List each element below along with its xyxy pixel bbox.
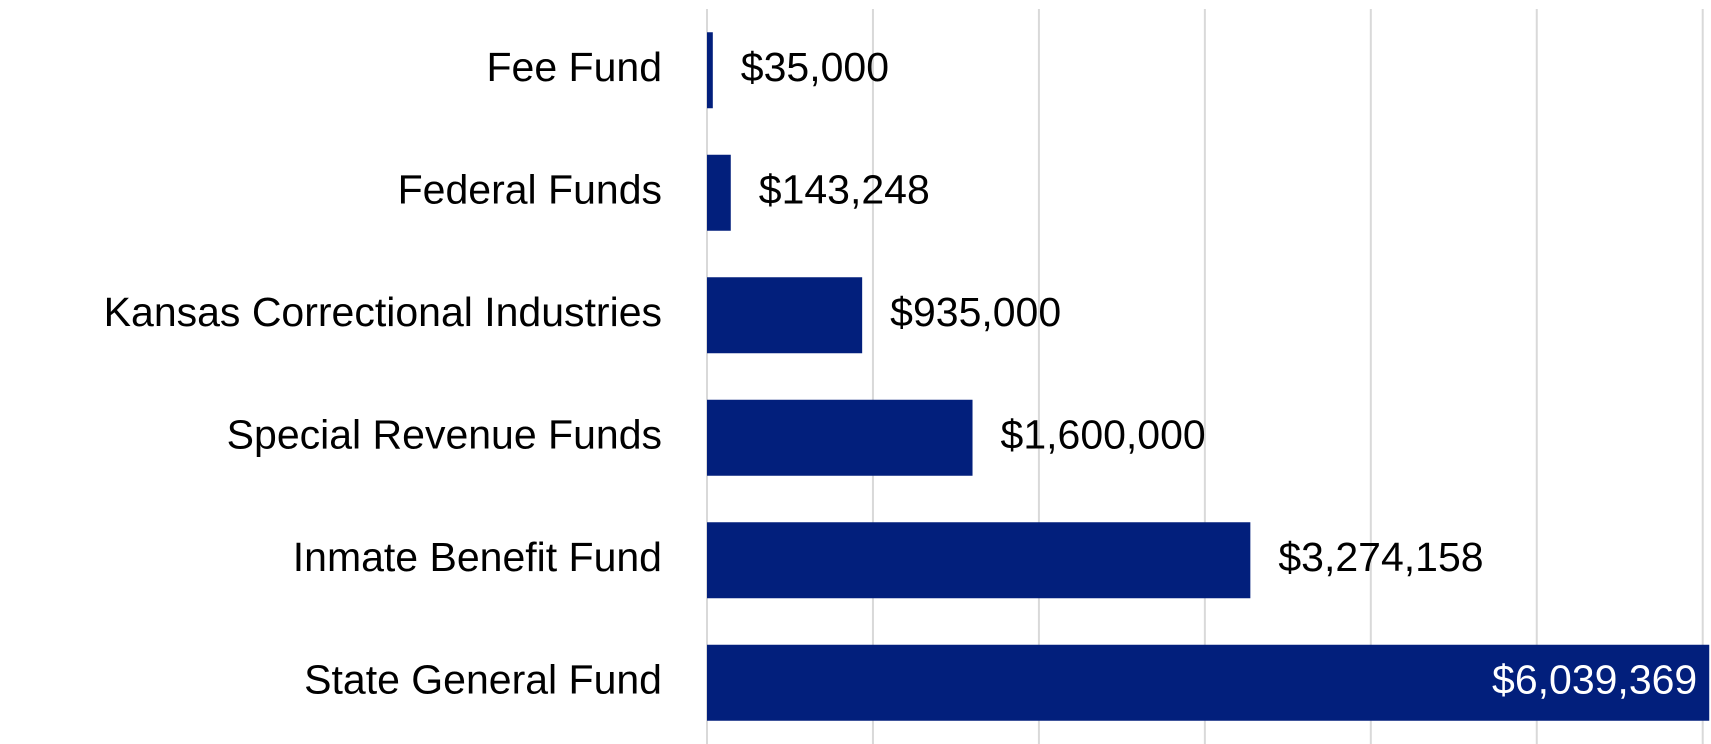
bar: [707, 399, 973, 476]
bar: [707, 277, 863, 354]
y-tick-label: Inmate Benefit Fund: [293, 534, 662, 580]
y-tick-label: Federal Funds: [398, 167, 662, 213]
value-label: $3,274,158: [1278, 534, 1483, 580]
y-tick-label: State General Fund: [304, 657, 662, 703]
value-label: $143,248: [759, 167, 930, 213]
bar: [707, 522, 1251, 599]
bar: [707, 32, 713, 109]
value-label: $1,600,000: [1001, 412, 1206, 458]
value-label: $35,000: [741, 44, 889, 90]
value-label: $935,000: [890, 289, 1061, 335]
bar: [707, 154, 731, 231]
y-tick-label: Special Revenue Funds: [227, 412, 662, 458]
y-tick-label: Kansas Correctional Industries: [104, 289, 662, 335]
bar: [707, 644, 1710, 721]
value-label: $6,039,369: [1492, 657, 1697, 703]
y-tick-label: Fee Fund: [487, 44, 663, 90]
